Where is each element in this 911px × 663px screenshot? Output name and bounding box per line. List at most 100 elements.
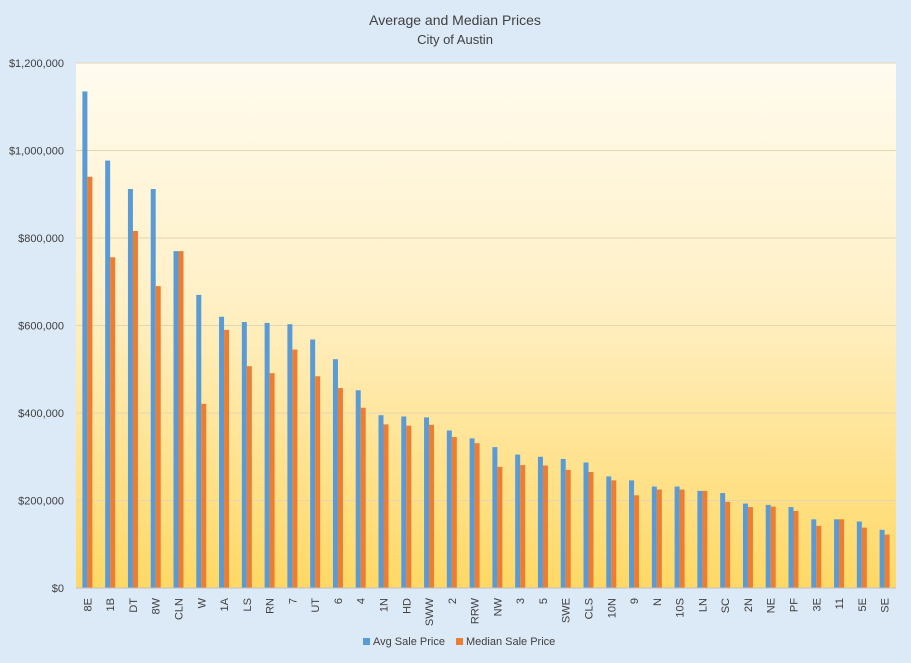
legend-swatch-median (456, 638, 463, 645)
bar-avg-sale-price (332, 359, 338, 588)
bar-avg-sale-price (150, 189, 156, 588)
bar-avg-sale-price (492, 447, 498, 588)
x-tick-label: LS (242, 598, 254, 611)
bar-median-sale-price (224, 329, 230, 588)
bar-avg-sale-price (446, 430, 452, 588)
x-tick-label: 9 (629, 598, 641, 604)
bar-avg-sale-price (173, 251, 179, 588)
y-tick-label: $400,000 (18, 408, 64, 420)
bar-avg-sale-price (879, 529, 885, 588)
bar-median-sale-price (451, 437, 457, 588)
bar-median-sale-price (725, 501, 731, 588)
bar-avg-sale-price (537, 456, 543, 588)
bar-avg-sale-price (856, 521, 862, 588)
bar-avg-sale-price (219, 316, 225, 588)
legend: Avg Sale Price Median Sale Price (363, 636, 555, 648)
bar-avg-sale-price (127, 189, 133, 588)
bar-avg-sale-price (583, 462, 589, 588)
bar-median-sale-price (634, 495, 640, 588)
x-tick-label: SE (880, 598, 892, 613)
y-tick-label: $200,000 (18, 496, 64, 508)
x-tick-label: 2 (447, 598, 459, 604)
bar-avg-sale-price (82, 91, 88, 588)
x-tick-label: 5 (538, 598, 550, 604)
y-tick-label: $600,000 (18, 321, 64, 333)
x-tick-label: 5E (857, 598, 869, 611)
x-tick-label: N (652, 598, 664, 606)
x-tick-label: HD (401, 598, 413, 614)
bar-avg-sale-price (264, 322, 270, 588)
y-tick-label: $800,000 (18, 233, 64, 245)
bar-avg-sale-price (469, 438, 475, 588)
x-tick-label: DT (128, 598, 140, 613)
bar-avg-sale-price (811, 519, 817, 588)
x-tick-label: 1A (219, 597, 231, 611)
bar-avg-sale-price (788, 507, 794, 588)
axes: $0 $200,000 $400,000 $600,000 $800,000 $1,000… (9, 58, 896, 626)
x-tick-label: SC (720, 598, 732, 613)
bar-avg-sale-price (834, 519, 840, 588)
x-tick-label: 8E (82, 598, 94, 611)
x-tick-label: RRW (470, 597, 482, 624)
x-tick-label: W (196, 597, 208, 608)
bar-median-sale-price (337, 388, 343, 588)
x-tick-label: 6 (333, 598, 345, 604)
x-tick-label: 7 (287, 598, 299, 604)
bar-avg-sale-price (560, 458, 566, 588)
x-tick-label: UT (310, 598, 322, 613)
bar-avg-sale-price (355, 390, 361, 588)
chart-subtitle: City of Austin (417, 32, 493, 47)
x-tick-label: 10S (675, 598, 687, 618)
y-tick-label: $1,200,000 (9, 58, 64, 70)
bar-median-sale-price (132, 231, 138, 588)
x-tick-label: 3 (515, 598, 527, 604)
bar-median-sale-price (770, 506, 776, 588)
bar-median-sale-price (884, 534, 890, 588)
bar-avg-sale-price (378, 415, 384, 588)
bar-median-sale-price (839, 519, 845, 588)
x-tick-label: RN (265, 598, 277, 614)
bar-median-sale-price (201, 403, 207, 588)
x-tick-label: PF (789, 598, 801, 612)
x-tick-label: 4 (356, 598, 368, 604)
bar-median-sale-price (474, 443, 480, 588)
bar-median-sale-price (565, 469, 571, 588)
x-tick-label: SWE (561, 598, 573, 623)
bar-avg-sale-price (720, 493, 726, 588)
bar-avg-sale-price (674, 486, 680, 588)
bar-median-sale-price (747, 507, 753, 588)
x-tick-label: NW (492, 597, 504, 616)
bar-median-sale-price (793, 511, 799, 588)
x-tick-label: CLN (174, 598, 186, 620)
bar-median-sale-price (406, 425, 412, 588)
x-tick-label: SWW (424, 597, 436, 626)
bar-avg-sale-price (424, 417, 430, 588)
bar-median-sale-price (360, 407, 366, 588)
x-tick-label: 1N (379, 598, 391, 612)
gridlines (76, 62, 896, 501)
x-tick-label: 8W (151, 597, 163, 614)
bar-median-sale-price (520, 465, 526, 588)
bar-median-sale-price (497, 466, 503, 588)
bar-median-sale-price (542, 465, 548, 588)
bars (82, 91, 890, 588)
legend-label-median: Median Sale Price (466, 636, 555, 648)
legend-swatch-avg (363, 638, 370, 645)
y-tick-label: $1,000,000 (9, 146, 64, 158)
bar-median-sale-price (702, 490, 708, 588)
bar-median-sale-price (178, 251, 184, 588)
bar-median-sale-price (269, 373, 275, 588)
bar-median-sale-price (588, 472, 594, 588)
x-tick-label: CLS (584, 598, 596, 619)
bar-avg-sale-price (105, 160, 111, 588)
x-tick-label: NE (766, 598, 778, 613)
x-tick-label: 11 (834, 598, 846, 609)
bar-avg-sale-price (287, 324, 293, 588)
bar-median-sale-price (816, 525, 822, 588)
bar-avg-sale-price (515, 454, 521, 588)
x-tick-label: LN (697, 598, 709, 612)
bar-avg-sale-price (651, 486, 657, 588)
x-tick-label: 2N (743, 598, 755, 612)
